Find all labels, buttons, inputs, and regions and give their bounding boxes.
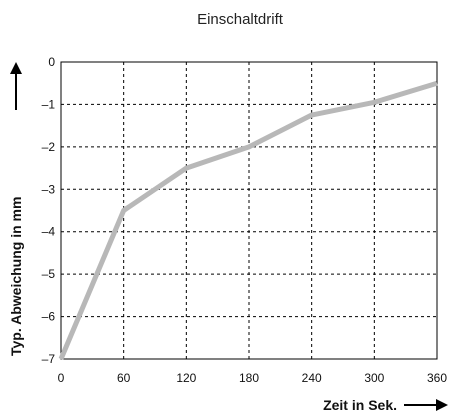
x-tick-label: 60	[117, 371, 131, 385]
y-tick-label: –5	[42, 267, 56, 281]
y-axis-label: Typ. Abweichung in mm	[8, 197, 24, 356]
y-axis-arrow-icon	[10, 62, 22, 110]
y-tick-labels: 0 –1 –2 –3 –4 –5 –6 –7	[42, 55, 56, 366]
y-tick-label: –2	[42, 140, 56, 154]
y-tick-label: –7	[42, 352, 56, 366]
grid-lines	[61, 62, 437, 359]
x-axis-label: Zeit in Sek.	[323, 397, 397, 413]
x-tick-label: 0	[58, 371, 65, 385]
series-group	[58, 80, 438, 360]
y-tick-label: –6	[42, 310, 56, 324]
x-tick-label: 240	[302, 371, 322, 385]
x-tick-labels: 0 60 120 180 240 300 360	[58, 371, 448, 385]
y-tick-label: –1	[42, 97, 56, 111]
x-tick-label: 300	[364, 371, 384, 385]
chart-title: Einschaltdrift	[197, 11, 284, 28]
series-line-0	[58, 80, 438, 360]
x-tick-label: 180	[239, 371, 259, 385]
y-tick-label: 0	[48, 55, 55, 69]
x-axis-arrow-icon	[404, 399, 448, 411]
x-tick-label: 360	[427, 371, 447, 385]
y-tick-label: –4	[42, 225, 56, 239]
x-tick-label: 120	[176, 371, 196, 385]
y-tick-label: –3	[42, 182, 56, 196]
plot-frame	[60, 61, 438, 360]
